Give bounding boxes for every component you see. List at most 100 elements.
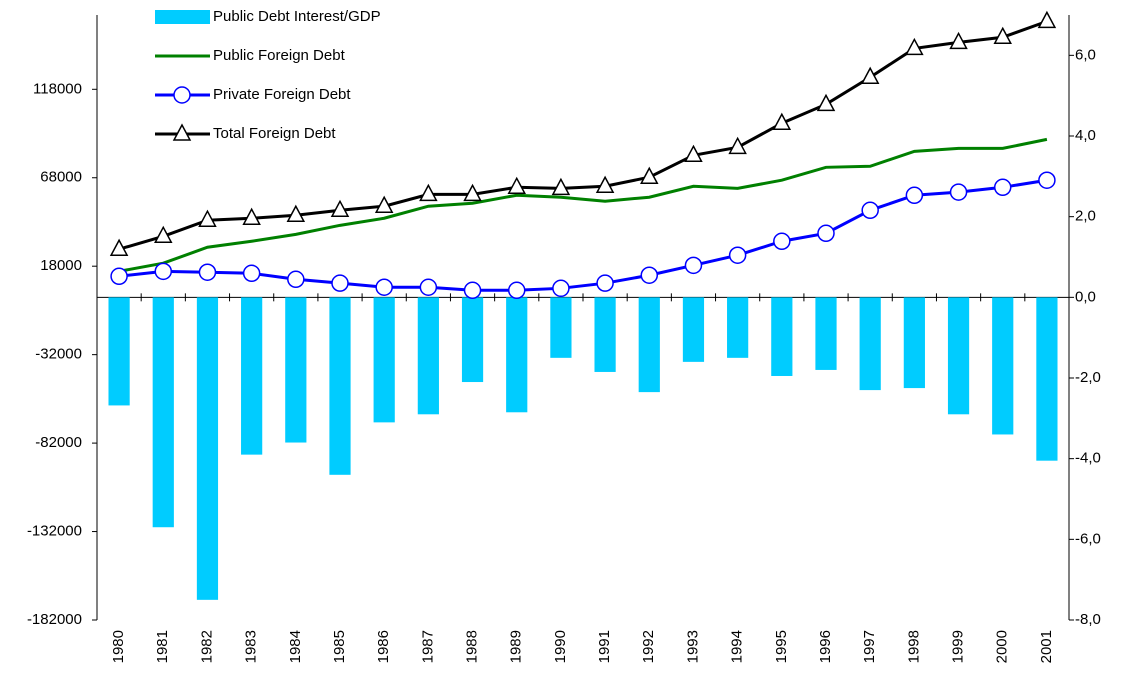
x-tick-label: 2001: [1038, 630, 1055, 663]
bar: [196, 297, 219, 600]
legend-marker: [172, 123, 192, 141]
x-tick-label: 1990: [552, 630, 569, 663]
x-tick-label: 1988: [464, 630, 481, 663]
bar: [992, 297, 1014, 435]
y-tick-label: 18000: [40, 257, 82, 274]
point: [684, 256, 703, 275]
point: [551, 177, 571, 196]
bar: [241, 297, 263, 455]
point: [419, 183, 438, 202]
bar: [771, 297, 793, 376]
x-tick-label: 1993: [684, 630, 701, 663]
point: [109, 238, 129, 256]
bar: [903, 297, 925, 389]
x-tick-label: 1997: [861, 630, 878, 663]
point: [110, 267, 128, 286]
point: [1038, 171, 1056, 189]
point: [993, 178, 1012, 197]
bar: [682, 297, 705, 362]
point: [198, 209, 217, 227]
x-tick-label: 1995: [773, 630, 790, 663]
point: [949, 183, 968, 201]
x-tick-label: 1980: [110, 630, 127, 663]
point: [905, 37, 924, 56]
x-tick-label: 1989: [508, 630, 525, 663]
bar: [329, 297, 351, 475]
y-tick-label: -132000: [27, 523, 82, 540]
y2-tick-label: -6,0: [1075, 530, 1101, 547]
x-tick-label: 2000: [994, 630, 1011, 663]
x-tick-label: 1998: [905, 630, 922, 663]
point: [507, 176, 526, 195]
y2-tick-label: -4,0: [1075, 450, 1101, 467]
point: [773, 232, 791, 251]
x-tick-label: 1996: [817, 630, 834, 663]
y2-tick-label: 6,0: [1075, 46, 1096, 63]
y2-tick-label: 0,0: [1075, 288, 1096, 305]
point: [993, 26, 1012, 45]
point: [419, 278, 438, 296]
bar: [152, 297, 174, 528]
legend-label: Total Foreign Debt: [213, 125, 336, 142]
y-tick-label: -82000: [35, 434, 82, 451]
y-tick-label: 118000: [33, 80, 82, 97]
point: [374, 195, 394, 213]
bar: [417, 297, 439, 415]
point: [552, 279, 570, 298]
point: [1037, 10, 1057, 29]
point: [198, 263, 217, 281]
bar: [373, 297, 395, 423]
point: [287, 270, 305, 289]
point: [905, 186, 924, 205]
point: [507, 281, 526, 300]
x-tick-label: 1994: [729, 630, 746, 663]
point: [684, 144, 703, 163]
bar: [108, 297, 130, 406]
x-tick-label: 1999: [950, 630, 967, 663]
x-tick-label: 1992: [640, 630, 657, 663]
x-tick-label: 1991: [596, 630, 613, 663]
bar: [461, 297, 484, 383]
point: [596, 274, 614, 292]
x-tick-label: 1984: [287, 630, 304, 663]
point: [463, 281, 482, 300]
bar: [815, 297, 837, 370]
line: [118, 178, 1048, 292]
point: [242, 264, 261, 283]
point: [595, 175, 615, 193]
y2-tick-label: -8,0: [1075, 611, 1101, 628]
legend-marker: [173, 86, 191, 104]
point: [861, 201, 879, 220]
bar: [638, 297, 660, 393]
line: [118, 19, 1048, 251]
point: [728, 246, 747, 264]
x-tick-label: 1986: [375, 630, 392, 663]
y2-tick-label: -2,0: [1075, 369, 1101, 386]
point: [949, 31, 968, 50]
point: [640, 266, 659, 284]
x-tick-label: 1985: [331, 630, 348, 663]
y-tick-label: -32000: [35, 346, 82, 363]
y2-tick-label: 4,0: [1075, 127, 1096, 144]
bar: [594, 297, 616, 372]
point: [463, 183, 482, 202]
bar: [947, 297, 970, 415]
point: [728, 136, 747, 155]
bar: [859, 297, 881, 391]
bar: [727, 297, 749, 358]
bar: [285, 297, 307, 443]
bar: [550, 297, 572, 358]
x-tick-label: 1982: [198, 630, 215, 663]
x-tick-label: 1983: [243, 630, 260, 663]
y-tick-label: -182000: [27, 611, 82, 628]
legend-swatch: [155, 10, 210, 24]
x-tick-label: 1981: [154, 630, 171, 663]
point: [375, 278, 393, 296]
legend-label: Public Debt Interest/GDP: [213, 8, 381, 25]
point: [816, 93, 836, 112]
line: [118, 137, 1048, 273]
point: [154, 225, 173, 244]
point: [242, 207, 261, 226]
bar: [506, 297, 528, 413]
